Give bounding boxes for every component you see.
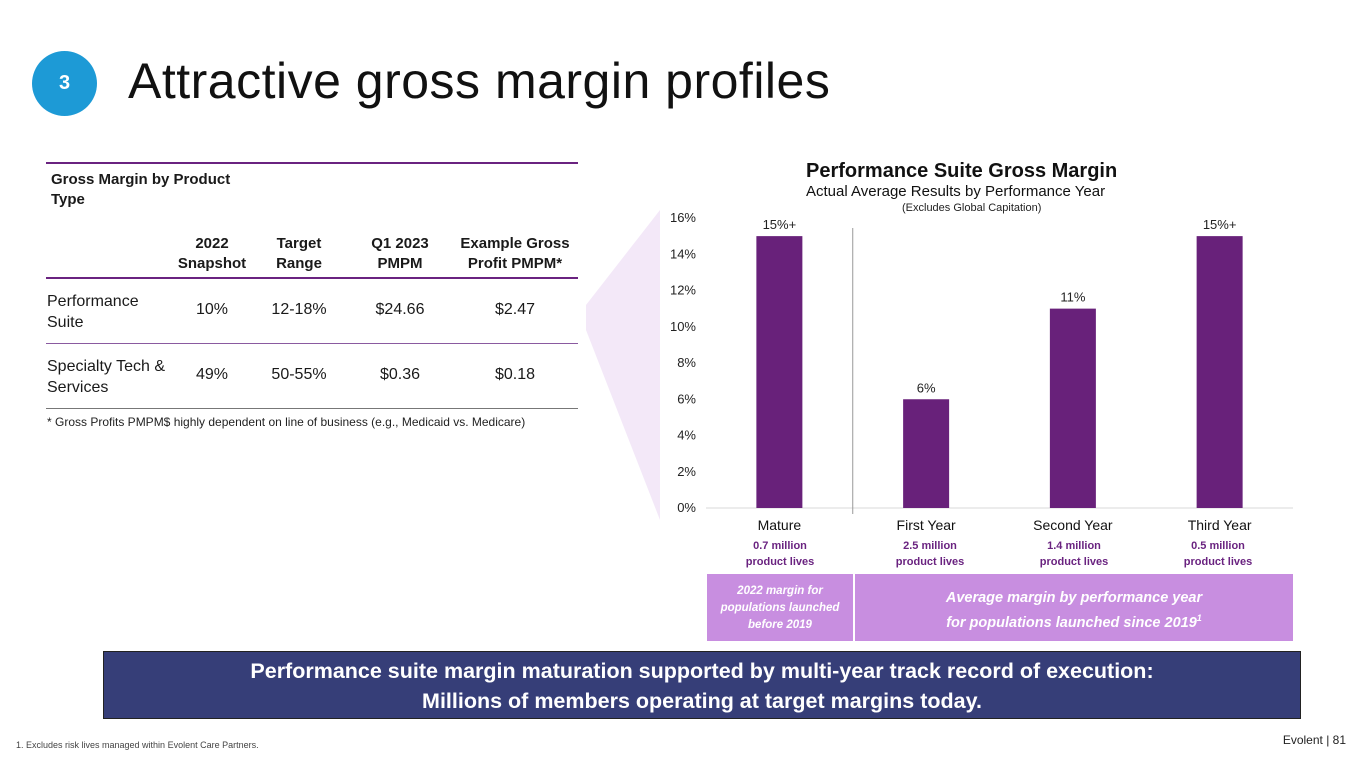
gross-margin-table: Gross Margin by Product Type 2022 Snapsh… (46, 162, 578, 409)
gross-margin-bar-chart: 0% 2% 4% 6% 8% 10% 12% 14% 16% 15%+ Mature 6% First … (670, 210, 1293, 533)
data-label: 15%+ (1203, 217, 1237, 232)
category-sublabel: 0.5 million product lives (1183, 540, 1253, 568)
chart-subtitle: Actual Average Results by Performance Ye… (806, 183, 1106, 200)
legend-line: for populations launched since 20191 (946, 613, 1202, 631)
chart-note: (Excludes Global Capitation) (902, 202, 1042, 214)
y-tick-label: 16% (670, 210, 696, 225)
y-tick-label: 8% (677, 355, 696, 370)
table-header-row: 2022 Snapshot Target Range Q1 2023 PMPM … (46, 212, 578, 279)
footnote: 1. Excludes risk lives managed within Ev… (16, 740, 259, 750)
table-cell: 12-18% (271, 301, 327, 318)
bar (756, 236, 803, 508)
x-tick-label: Second Year (1033, 517, 1113, 533)
column-header: Example Gross Profit PMPM* (460, 235, 570, 272)
table-cell: $2.47 (494, 301, 536, 318)
table-cell: $0.36 (379, 366, 421, 383)
column-header: Q1 2023 PMPM (371, 235, 429, 272)
x-tick-label: First Year (897, 517, 956, 533)
chart-title: Performance Suite Gross Margin (806, 160, 1118, 182)
bar (903, 399, 950, 508)
banner-line: Performance suite margin maturation supp… (250, 659, 1154, 683)
y-tick-label: 6% (677, 391, 696, 406)
section-number-badge: 3 (32, 51, 97, 116)
x-tick-label: Third Year (1188, 517, 1252, 533)
category-sublabel: 1.4 million product lives (1039, 540, 1109, 568)
data-label: 11% (1060, 290, 1085, 305)
x-tick-label: Mature (758, 517, 802, 533)
y-tick-label: 12% (670, 283, 696, 298)
category-sublabel: 0.7 million product lives (745, 540, 815, 568)
summary-banner: Performance suite margin maturation supp… (103, 651, 1301, 719)
y-tick-label: 2% (677, 464, 696, 479)
banner-line: Millions of members operating at target … (422, 689, 982, 713)
footer-brand: Evolent | 81 (1282, 733, 1346, 747)
bar (1049, 308, 1096, 508)
row-label: Performance Suite (47, 293, 139, 331)
column-header: Target Range (276, 235, 322, 272)
column-header: 2022 Snapshot (177, 235, 247, 272)
data-label: 6% (917, 380, 936, 395)
row-label: Specialty Tech & Services (47, 358, 165, 396)
table-row: Performance Suite 10% 12-18% $24.66 $2.4… (46, 279, 578, 344)
legend-line: Average margin by performance year (945, 590, 1203, 606)
table-cell: 10% (195, 301, 229, 318)
category-sublabel: 2.5 million product lives (895, 540, 965, 568)
page-title: Attractive gross margin profiles (128, 53, 831, 109)
bar (1196, 236, 1243, 508)
table-row: Specialty Tech & Services 49% 50-55% $0.… (46, 344, 578, 409)
data-label: 15%+ (763, 217, 797, 232)
y-tick-label: 14% (670, 246, 696, 261)
table-cell: $0.18 (494, 366, 536, 383)
y-tick-label: 10% (670, 319, 696, 334)
legend-mature-box: 2022 margin for populations launched bef… (707, 574, 853, 641)
table-cell: 50-55% (271, 366, 327, 383)
table-cell: 49% (195, 366, 229, 383)
table-caption: Gross Margin by Product Type (51, 171, 231, 208)
table-footnote: * Gross Profits PMPM$ highly dependent o… (47, 415, 526, 429)
y-tick-label: 0% (677, 500, 696, 515)
legend-performance-year-box: Average margin by performance year for p… (855, 574, 1293, 641)
table-cell: $24.66 (375, 301, 425, 318)
y-tick-label: 4% (677, 428, 696, 443)
